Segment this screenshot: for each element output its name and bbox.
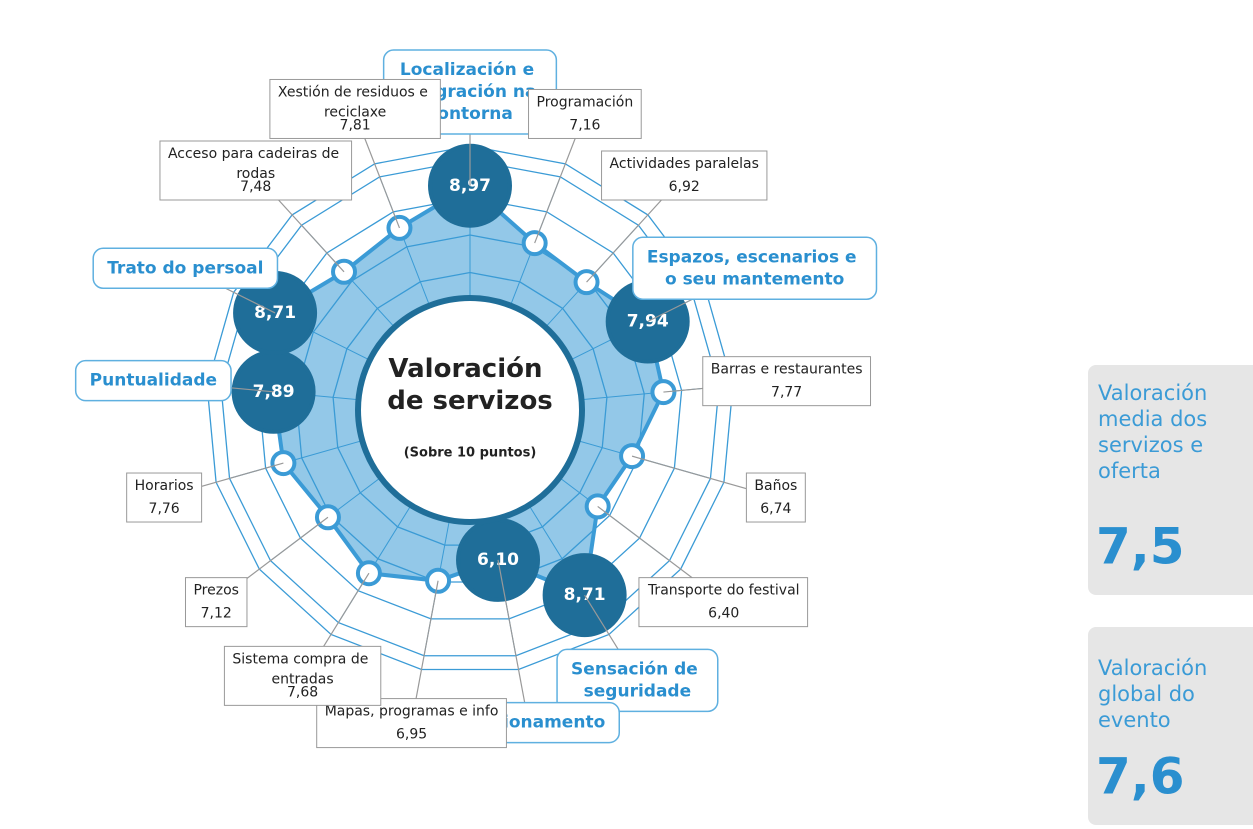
featured-label: Localización e integración na contorna: [398, 60, 543, 124]
featured-label: Sensación de seguridade: [571, 659, 704, 701]
leader-line: [497, 559, 530, 723]
category-label: Xestión de residuos e reciclaxe: [278, 84, 432, 120]
featured-label: Puntualidade: [90, 371, 217, 391]
category-label: Horarios: [135, 478, 194, 494]
summary-value: 7,6: [1096, 748, 1185, 806]
category-label: Transporte do festival: [647, 583, 800, 599]
category-label: Programación: [537, 94, 634, 110]
label-box: [601, 150, 768, 201]
value-label: 6,92: [669, 179, 700, 195]
featured-box: [92, 247, 279, 290]
value-label: 7,16: [569, 117, 600, 133]
value-label: 7,76: [149, 501, 180, 517]
label-box: [316, 698, 507, 749]
featured-label: Trato do persoal: [107, 258, 263, 278]
label-box: [702, 356, 872, 407]
label-box: [745, 472, 806, 523]
summary-panels: Valoración media dos servizos e oferta 7,…: [1088, 365, 1253, 825]
value-label: 6,74: [760, 501, 791, 517]
label-box: [269, 78, 441, 139]
featured-box: [74, 359, 232, 402]
category-label: Barras e restaurantes: [711, 362, 863, 378]
featured-label: Espazos, escenarios e o seu mantemento: [647, 247, 863, 289]
category-label: Baños: [754, 478, 797, 494]
featured-box: [556, 648, 719, 713]
category-label: Actividades paralelas: [610, 156, 759, 172]
category-label: Sistema compra de entradas: [232, 651, 372, 687]
label-box: [223, 645, 382, 706]
category-label: Mapas, programas e info: [325, 704, 499, 720]
value-label: 7,12: [201, 606, 232, 622]
label-box: [528, 88, 642, 139]
label-box: [184, 577, 248, 628]
value-label: 7,68: [287, 684, 318, 700]
value-label: 7,77: [771, 385, 802, 401]
label-box: [126, 472, 203, 523]
category-label: Acceso para cadeiras de rodas: [168, 146, 344, 182]
point: [584, 493, 611, 520]
value-label: 7,48: [240, 179, 271, 195]
category-label: Prezos: [193, 583, 238, 599]
summary-value: 7,5: [1096, 518, 1185, 576]
center-circle: [355, 295, 585, 525]
labels: Localización e integración na contornaPr…: [74, 49, 878, 749]
value-label: 6,40: [708, 606, 739, 622]
summary-panel: [1088, 365, 1253, 595]
label-box: [159, 140, 353, 201]
summary-label: Valoración media dos servizos e oferta: [1098, 381, 1214, 483]
chart-title: Valoración de servizos: [387, 354, 553, 416]
summary-label: Valoración global do evento: [1098, 656, 1214, 732]
summary-panel: [1088, 627, 1253, 825]
chart-subtitle: (Sobre 10 puntos): [404, 446, 537, 461]
featured-box: [632, 236, 878, 301]
value-label: 7,81: [340, 117, 371, 133]
label-box: [638, 577, 809, 628]
value-label: 6,95: [396, 727, 427, 743]
